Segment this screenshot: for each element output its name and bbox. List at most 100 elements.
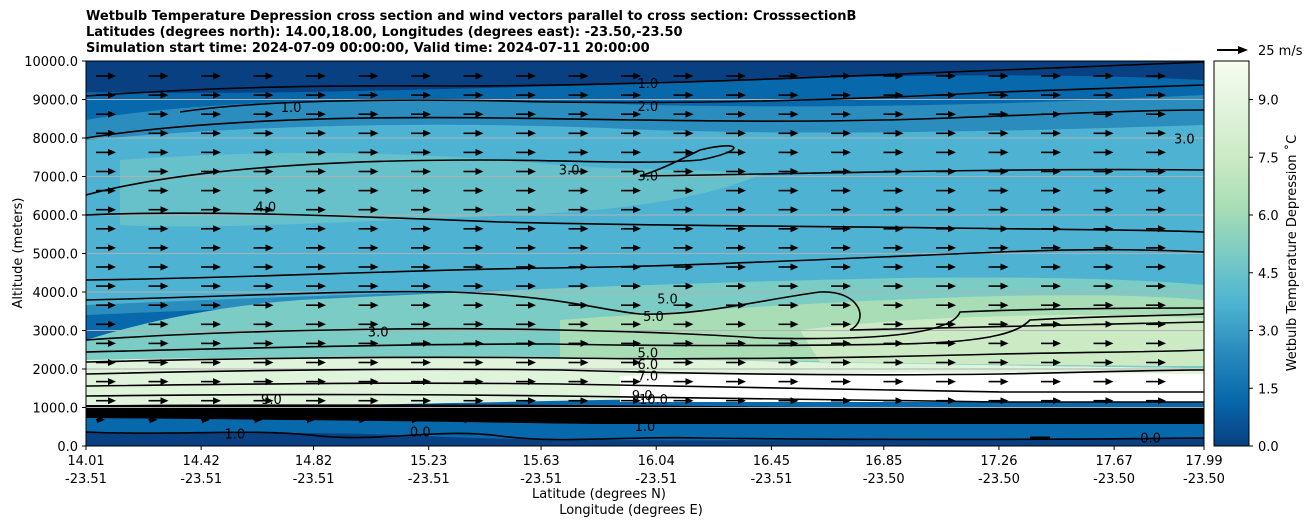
contour-label: 5.0 (657, 293, 678, 308)
wind-vector-head (528, 206, 536, 214)
wind-vector (936, 110, 956, 118)
y-tick-label: 3000.0 (33, 325, 79, 340)
wind-vector (253, 225, 274, 233)
wind-vector (1146, 263, 1166, 271)
wind-vector-head (895, 378, 904, 386)
wind-vector-head (108, 72, 116, 80)
wind-vector-head (895, 339, 904, 347)
wind-vector (883, 148, 904, 156)
wind-vector-head (475, 282, 484, 290)
wind-vector-head (895, 320, 904, 328)
wind-vector (778, 187, 799, 195)
wind-vector-head (790, 187, 799, 195)
wind-vector (778, 339, 799, 347)
wind-vector-head (423, 148, 431, 156)
wind-vector (253, 359, 274, 366)
x-tick-label-lon: -23.51 (635, 472, 677, 487)
wind-vector (568, 339, 589, 347)
wind-vector (673, 397, 694, 405)
wind-vector (463, 359, 484, 366)
wind-vector-head (790, 378, 799, 386)
wind-vector (726, 301, 746, 309)
wind-vector (148, 263, 169, 271)
wind-vector-head (1053, 320, 1061, 328)
wind-vector (726, 168, 746, 175)
wind-vector-head (895, 148, 904, 156)
wind-vector-head (318, 168, 326, 175)
wind-vector-head (1000, 282, 1009, 290)
wind-vector (96, 168, 116, 175)
wind-vector (936, 206, 956, 214)
wind-vector (201, 359, 221, 366)
wind-vector (1093, 187, 1114, 195)
wind-vector-head (318, 397, 326, 405)
wind-vector-head (580, 72, 589, 80)
wind-vector-head (528, 339, 536, 347)
wind-vector-head (633, 339, 641, 347)
wind-vector (568, 301, 589, 309)
wind-vector (988, 206, 1009, 214)
wind-vector (1041, 225, 1061, 233)
wind-vector (883, 301, 904, 309)
wind-vector (831, 148, 851, 156)
wind-vector-head (370, 339, 379, 347)
contour-label: 3.0 (637, 170, 658, 185)
wind-vector-head (843, 129, 851, 137)
wind-vector-head (1053, 378, 1061, 386)
wind-vector-head (1158, 397, 1166, 405)
wind-vector-head (633, 72, 641, 80)
wind-vector-head (528, 378, 536, 386)
wind-vector (1093, 225, 1114, 233)
wind-vector (568, 187, 589, 195)
wind-vector-head (213, 301, 221, 309)
wind-vector (883, 187, 904, 195)
wind-vector-head (1053, 359, 1061, 366)
wind-vector-head (738, 72, 746, 80)
wind-vector (936, 72, 956, 80)
wind-vector (778, 301, 799, 309)
wind-vector (148, 91, 169, 99)
wind-vector-head (633, 244, 641, 252)
wind-vector (201, 187, 221, 195)
x-tick-label-lon: -23.51 (520, 472, 562, 487)
wind-vector (1041, 72, 1061, 80)
wind-vector-head (265, 168, 274, 175)
wind-vector-head (948, 359, 956, 366)
contour-line-5 (86, 212, 1204, 233)
wind-vector-head (738, 282, 746, 290)
wind-vector (936, 282, 956, 290)
wind-vector (726, 91, 746, 99)
wind-vector-head (528, 320, 536, 328)
wind-vector (831, 72, 851, 80)
chart-title: Wetbulb Temperature Depression cross sec… (86, 9, 856, 57)
wind-vector (883, 110, 904, 118)
contour-label: 1.0 (281, 101, 302, 116)
wind-vector-head (1000, 187, 1009, 195)
wind-vector-head (895, 72, 904, 80)
wind-vector-head (685, 110, 694, 118)
wind-vector-head (265, 263, 274, 271)
colorbar-tick-label: 3.0 (1258, 325, 1279, 340)
wind-vector-head (475, 378, 484, 386)
wind-vector-head (633, 282, 641, 290)
y-tick-label: 8000.0 (33, 132, 79, 147)
colorbar-label: Wetbulb Temperature Depression ˚C (1284, 135, 1300, 372)
wind-vector (148, 110, 169, 118)
contour-line-8 (86, 307, 1204, 341)
wind-vector-head (843, 168, 851, 175)
wind-vector (96, 301, 116, 309)
wind-vector-head (790, 320, 799, 328)
wind-vector-head (948, 339, 956, 347)
contour-label: 3.0 (1174, 133, 1195, 148)
wind-vector (463, 187, 484, 195)
y-tick-label: 10000.0 (24, 55, 78, 70)
wind-vector (358, 148, 379, 156)
wind-vector-head (948, 206, 956, 214)
wind-vector-head (738, 129, 746, 137)
wind-vector-head (948, 129, 956, 137)
wind-vector (358, 397, 379, 405)
wind-vector (1146, 359, 1166, 366)
wind-vector (1146, 72, 1166, 80)
wind-vector-head (948, 187, 956, 195)
wind-vector-head (1158, 244, 1166, 252)
